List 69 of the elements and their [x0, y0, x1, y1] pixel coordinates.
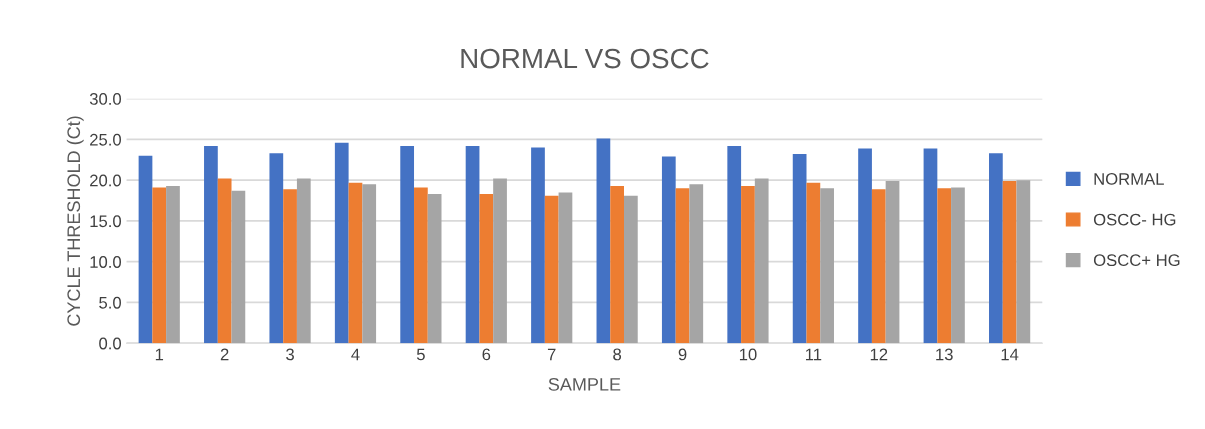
bar — [885, 181, 900, 344]
bar — [624, 195, 638, 344]
bar — [1016, 180, 1031, 344]
legend-label: OSCC+ HG — [1093, 254, 1180, 267]
bar — [754, 178, 769, 344]
bar — [531, 147, 545, 344]
bar — [871, 189, 886, 344]
bar — [296, 178, 311, 344]
bar — [166, 185, 180, 344]
bar — [741, 185, 755, 344]
x-tick-label: 4 — [351, 348, 360, 361]
x-tick-label: 10 — [739, 348, 757, 361]
x-tick-label: 6 — [482, 348, 491, 361]
bar — [951, 187, 965, 344]
bar — [362, 184, 377, 344]
legend-label: NORMAL — [1094, 173, 1164, 185]
bar — [231, 190, 246, 344]
bar — [217, 178, 232, 344]
bar — [152, 187, 167, 344]
bar — [689, 184, 704, 344]
x-axis-title: SAMPLE — [548, 377, 621, 391]
bar — [937, 188, 952, 344]
y-tick-label: 0.0 — [99, 337, 122, 350]
bar — [596, 138, 611, 344]
bar — [792, 154, 807, 344]
chart-title: NORMAL VS OSCC — [461, 48, 709, 69]
y-tick-label: 10.0 — [90, 256, 122, 268]
x-tick-label: 7 — [547, 348, 556, 361]
bar — [558, 192, 573, 344]
bar — [493, 178, 507, 344]
x-tick-label: 12 — [870, 348, 888, 361]
bar — [465, 145, 480, 344]
x-tick-label: 11 — [805, 348, 822, 361]
bar — [806, 182, 821, 344]
bar — [610, 185, 624, 344]
y-axis-title: CYCLE THRESHOLD (Ct) — [66, 116, 84, 326]
bar — [204, 145, 218, 344]
bar — [989, 153, 1003, 344]
y-tick-label: 25.0 — [90, 133, 122, 146]
bar — [348, 182, 363, 344]
x-tick-label: 5 — [416, 348, 425, 361]
x-tick-label: 2 — [220, 348, 229, 361]
bar — [283, 189, 297, 344]
bar — [675, 188, 690, 344]
bar — [820, 188, 834, 344]
bar — [269, 153, 284, 344]
y-tick-label: 5.0 — [99, 296, 122, 309]
bar — [923, 148, 938, 344]
bar — [1002, 181, 1017, 344]
bar — [427, 194, 442, 344]
bar — [544, 195, 559, 344]
bar — [400, 145, 415, 344]
bar — [661, 156, 676, 344]
bar — [334, 142, 349, 344]
legend-label: OSCC- HG — [1093, 213, 1176, 226]
bar — [414, 187, 428, 344]
x-tick-label: 3 — [286, 348, 294, 361]
y-tick-label: 20.0 — [90, 174, 122, 187]
bar — [858, 148, 872, 344]
x-tick-label: 8 — [613, 348, 622, 361]
bar — [138, 155, 153, 344]
x-tick-label: 1 — [155, 348, 164, 361]
x-tick-label: 14 — [1001, 348, 1019, 361]
y-tick-label: 15.0 — [90, 215, 122, 228]
y-tick-label: 30.0 — [89, 93, 122, 105]
bar — [479, 194, 494, 344]
x-tick-label: 9 — [678, 348, 687, 361]
bar — [727, 145, 742, 344]
x-tick-label: 13 — [936, 348, 953, 361]
